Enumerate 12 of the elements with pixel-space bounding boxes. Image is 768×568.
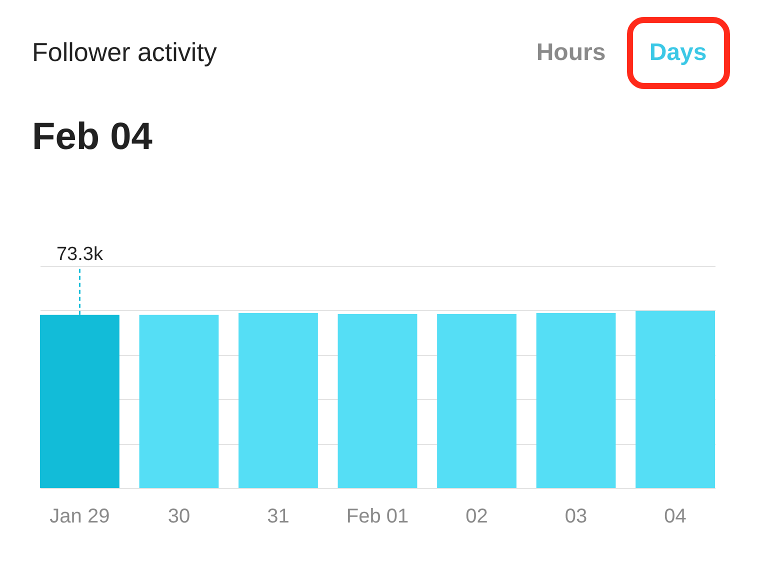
chart-title: Follower activity xyxy=(32,37,217,67)
x-tick-label: 30 xyxy=(168,506,190,528)
x-tick-label: 31 xyxy=(267,506,290,528)
x-tick-label: 04 xyxy=(664,506,686,528)
x-tick-label: Feb 01 xyxy=(346,506,409,528)
data-label: 73.3k xyxy=(56,244,104,265)
text: Days xyxy=(649,39,707,66)
chart-subtitle: Feb 04 xyxy=(32,116,152,158)
text: Hours xyxy=(536,39,606,66)
x-tick-label: 03 xyxy=(564,506,588,528)
x-tick-label: Jan 29 xyxy=(50,506,110,528)
x-tick-label: 02 xyxy=(466,506,488,528)
